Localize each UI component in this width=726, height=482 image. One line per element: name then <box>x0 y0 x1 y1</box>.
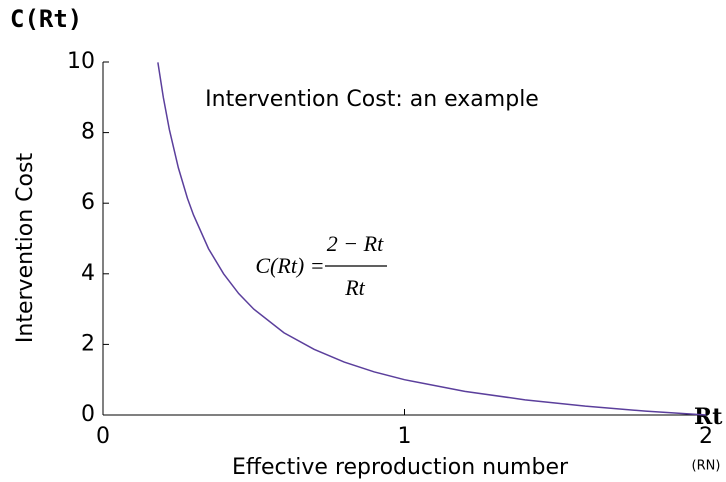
y-tick-label: 0 <box>81 402 95 427</box>
corner-x-label: Rt <box>694 404 723 430</box>
y-axis-label: Intervention Cost <box>13 153 38 344</box>
y-tick-label: 8 <box>81 120 95 145</box>
x-tick-label: 1 <box>398 424 412 449</box>
x-tick-label: 0 <box>96 424 110 449</box>
formula-denominator: Rt <box>344 275 365 300</box>
formula-numerator: 2 − Rt <box>327 231 384 256</box>
formula-lhs: C(Rt) = <box>255 253 324 278</box>
y-tick-label: 6 <box>81 190 95 215</box>
y-tick-label: 4 <box>81 261 95 286</box>
line <box>157 62 707 416</box>
y-tick-label: 10 <box>67 49 95 74</box>
corner-y-label: C(Rt) <box>10 5 82 33</box>
formula: C(Rt) = 2 − Rt Rt <box>255 231 387 300</box>
x-axis-label: Effective reproduction number <box>232 455 569 480</box>
chart-title: Intervention Cost: an example <box>205 87 539 112</box>
x-tick-label: 2 <box>699 424 713 449</box>
y-tick-label: 2 <box>81 331 95 356</box>
x-tick-note: (RN) <box>692 459 721 474</box>
